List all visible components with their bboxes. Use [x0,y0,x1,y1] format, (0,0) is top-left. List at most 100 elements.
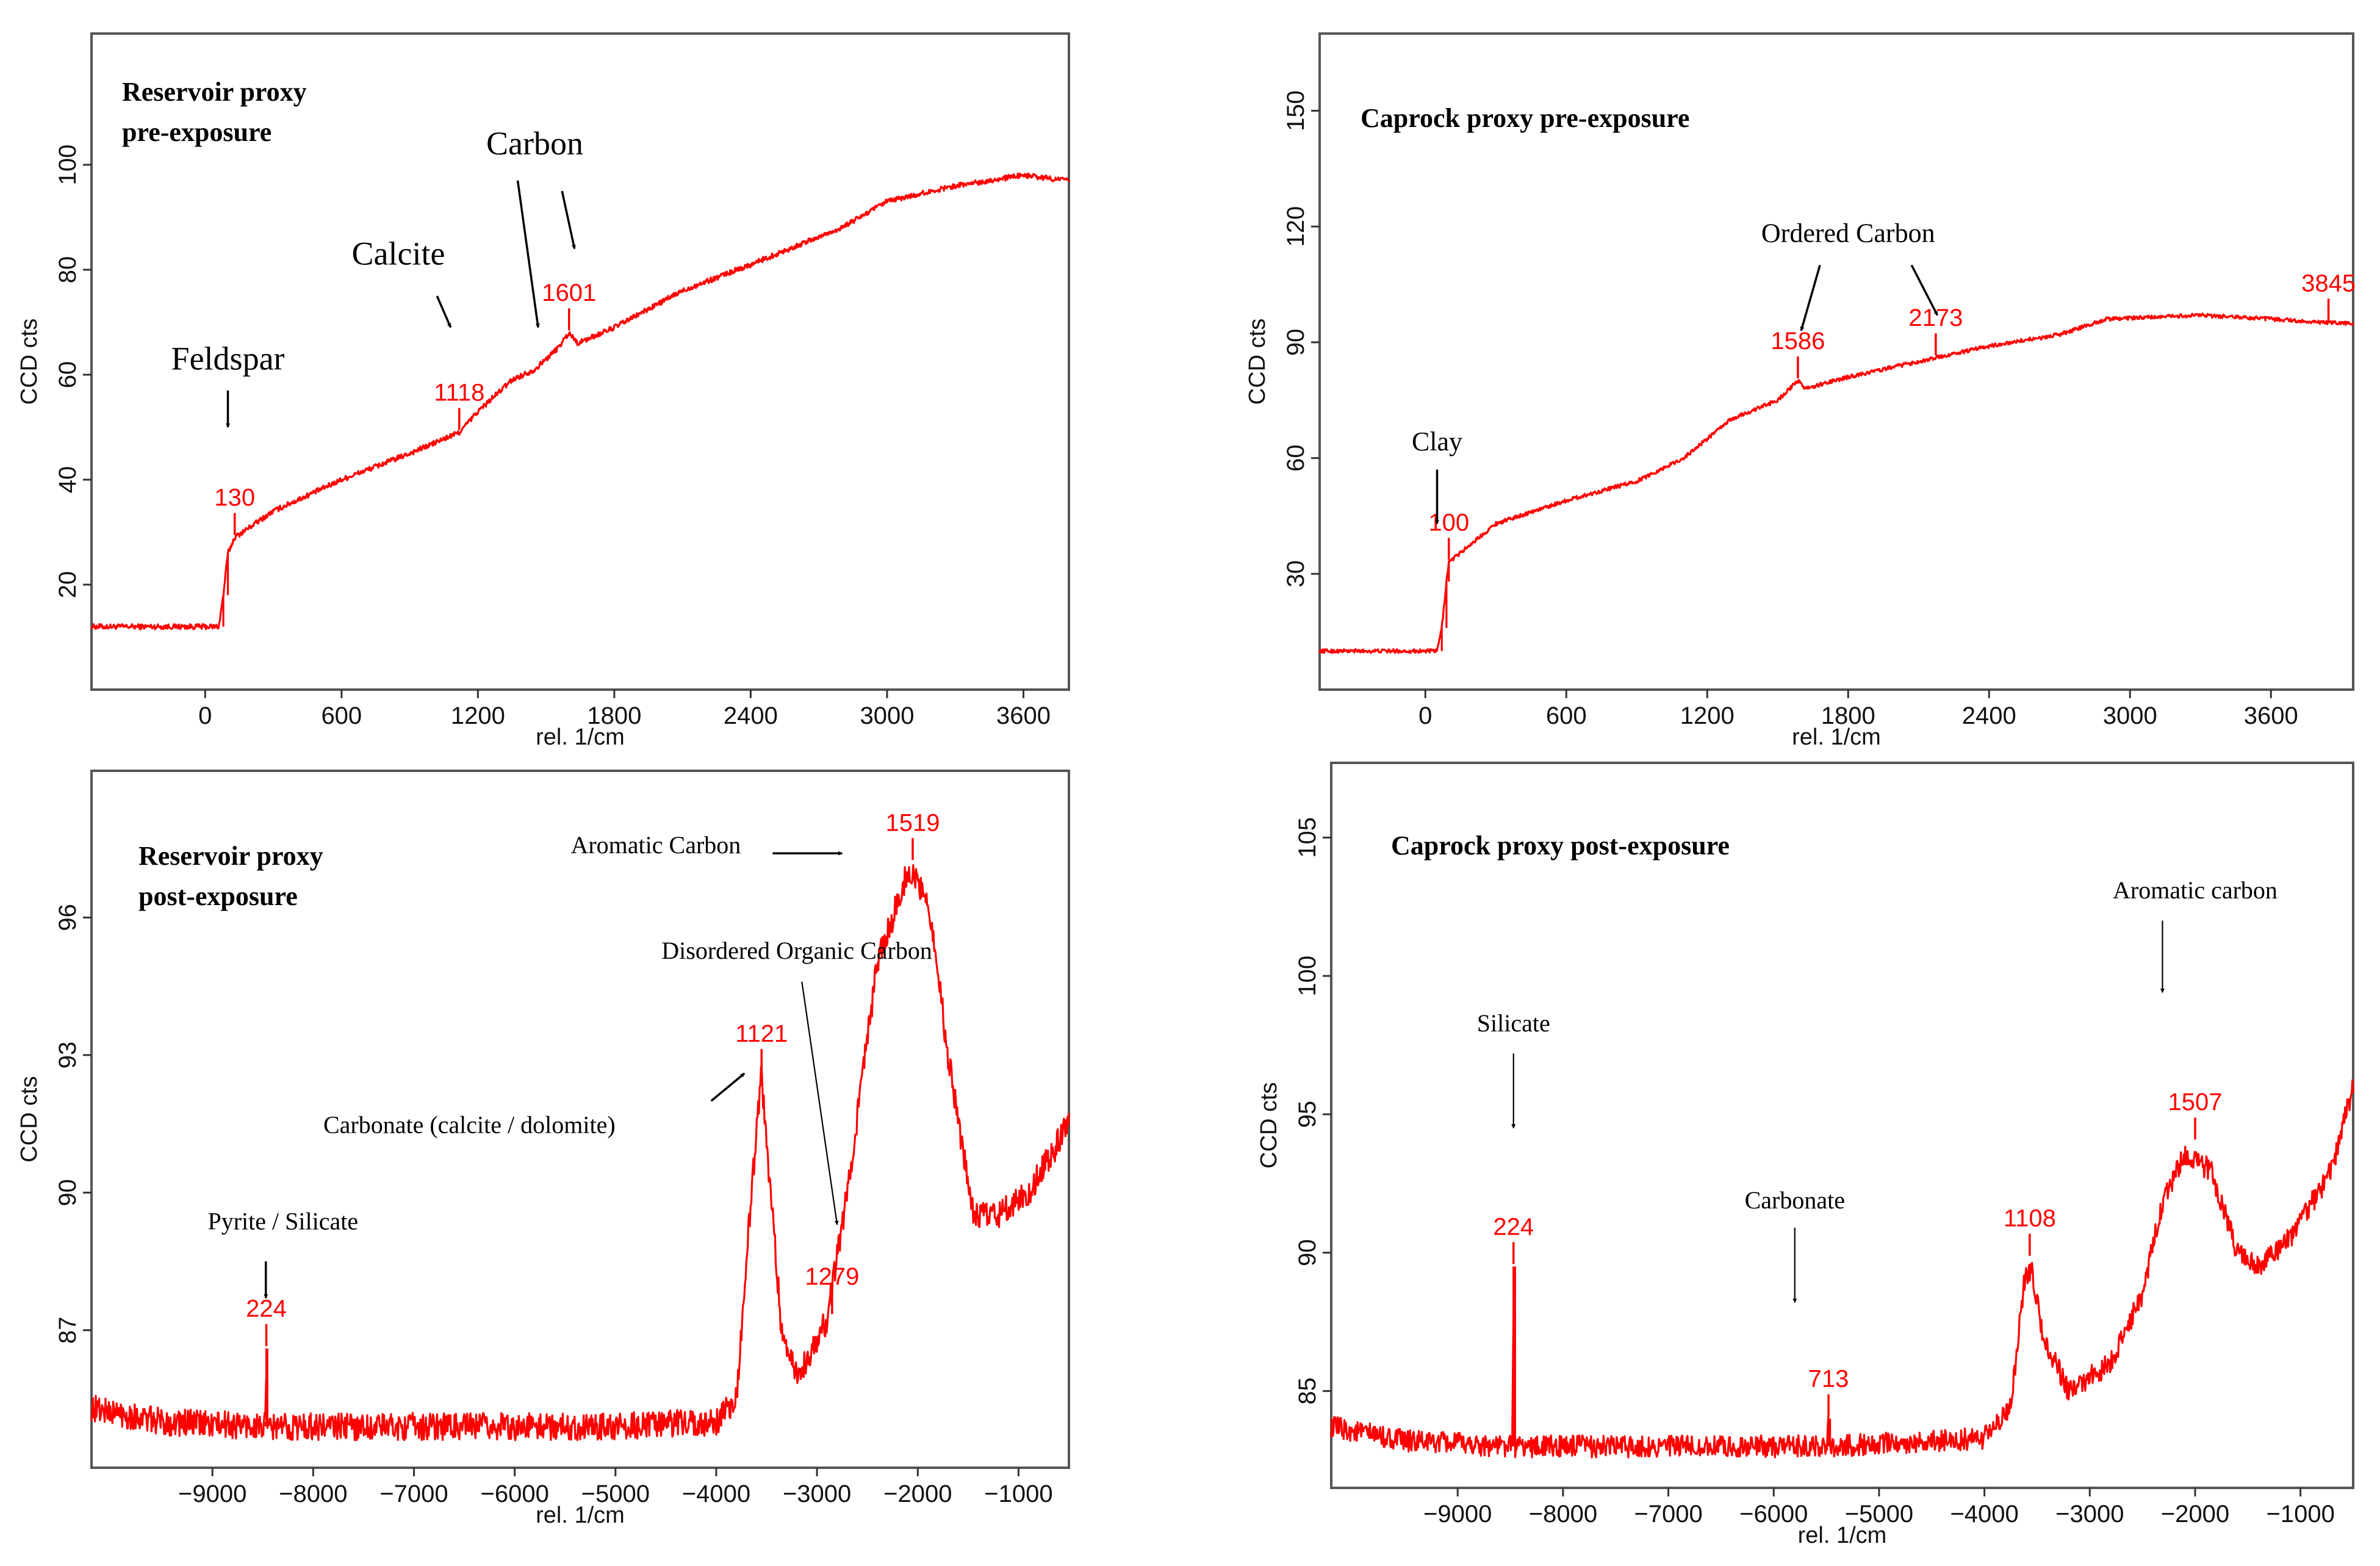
chart-title: Caprock proxy pre-exposure [1361,103,1689,133]
chart-title: Caprock proxy post-exposure [1391,831,1730,861]
x-tick-label: −6000 [1739,1501,1808,1528]
x-tick-label: −7000 [1634,1501,1702,1528]
annotation-label: Pyrite / Silicate [207,1207,358,1235]
x-tick-label: 0 [198,702,212,729]
plot-frame [90,32,1070,691]
chart-title: Reservoir proxy pre-exposure [122,77,307,147]
annotation-label: Disordered Organic Carbon [661,937,932,964]
x-tick-label: −5000 [581,1481,650,1507]
y-tick-label: 93 [54,1042,81,1069]
peak-label: 3845 [2301,270,2356,297]
peak-label: 1121 [735,1020,788,1047]
series-line [1330,1079,2354,1459]
y-tick-label: 105 [1294,817,1321,858]
annotation-label: Clay [1412,427,1462,456]
annotation-arrow [436,295,452,328]
annotation-label: Aromatic carbon [2113,876,2278,904]
annotation-label: Carbon [486,125,583,162]
series-line [1318,312,2354,654]
x-tick-label: 0 [1418,702,1432,729]
x-tick-label: 2400 [724,702,778,729]
y-tick-label: 150 [1282,90,1309,131]
x-tick-label: 3000 [2103,702,2157,729]
y-tick-label: 85 [1294,1377,1321,1405]
y-axis-label: CCD cts [1245,319,1270,405]
annotation-arrow [801,981,839,1225]
panel-reservoir-post: −9000 −8000 −7000 −6000 −5000 −4000 −3000 −2000… [16,770,1070,1528]
x-tick-label: −3000 [783,1481,851,1507]
x-tick-label: −4000 [682,1481,750,1507]
x-axis-label: rel. 1/cm [1798,1523,1887,1548]
annotation-label: Carbonate (calcite / dolomite) [323,1111,616,1139]
annotation-arrow [1910,264,1939,316]
y-tick-label: 87 [54,1316,81,1344]
annotation-label: Calcite [351,235,445,272]
peak-label: 1507 [2168,1089,2222,1116]
annotation-label: Ordered Carbon [1761,218,1935,248]
y-tick-label: 100 [1294,956,1321,997]
y-axis-label: CCD cts [1256,1082,1282,1168]
x-tick-label: −7000 [379,1481,448,1507]
peak-label: 1108 [2004,1205,2056,1232]
plot-frame [1318,32,2354,691]
x-tick-label: −1000 [2266,1501,2334,1528]
y-tick-label: 80 [54,256,81,284]
y-tick-label: 60 [1282,444,1309,472]
x-tick-label: 3000 [860,702,914,729]
y-tick-label: 95 [1294,1101,1321,1128]
x-tick-label: −3000 [2055,1501,2124,1528]
peak-label: 100 [1428,509,1469,536]
y-tick-label: 90 [54,1179,81,1207]
annotation-label: Aromatic Carbon [570,831,741,859]
x-tick-label: 1200 [1680,702,1735,729]
peak-label: 224 [246,1296,287,1322]
x-tick-label: −5000 [1845,1501,1913,1528]
chart-title: Reservoir proxy post-exposure [138,841,323,911]
annotation-label: Silicate [1477,1009,1550,1037]
y-tick-label: 40 [54,466,81,494]
annotation-arrow [710,1072,746,1102]
x-tick-label: −2000 [883,1481,952,1507]
plot-frame [1330,762,2354,1489]
x-tick-label: 3600 [996,702,1051,729]
peak-label: 1586 [1771,328,1825,355]
x-tick-label: −9000 [1423,1501,1492,1528]
x-tick-label: −2000 [2161,1501,2229,1528]
series-line [90,172,1070,630]
x-axis-label: rel. 1/cm [1792,724,1881,750]
x-tick-label: 1800 [1821,702,1875,729]
panel-caprock-pre: 0 600 1200 1800 2400 3000 3600 30 60 90 120 150 rel.… [1245,32,2356,750]
panel-caprock-post: −9000 −8000 −7000 −6000 −5000 −4000 −3000 −2000… [1256,762,2354,1548]
peak-label: 1118 [434,380,484,406]
peak-label: 713 [1808,1366,1849,1393]
annotation-label: Carbonate [1745,1186,1845,1214]
y-tick-label: 120 [1282,206,1309,247]
y-tick-label: 96 [54,904,81,931]
x-tick-label: 2400 [1962,702,2016,729]
y-tick-label: 90 [1282,329,1309,356]
peak-label: 1279 [805,1263,859,1290]
peak-label: 224 [1493,1213,1534,1240]
y-axis-label: CCD cts [16,1076,42,1162]
peak-label: 1519 [886,809,940,836]
series-line [90,864,1070,1442]
x-tick-label: −4000 [1950,1501,2018,1528]
y-tick-label: 60 [54,361,81,389]
peak-label: 1601 [542,280,596,306]
x-tick-label: 600 [1546,702,1587,729]
annotation-arrow [516,180,540,328]
annotation-arrow [1800,264,1821,331]
peak-label: 130 [214,485,255,511]
x-tick-label: 600 [321,702,362,729]
x-axis-label: rel. 1/cm [536,1503,625,1528]
x-tick-label: 1200 [451,702,505,729]
annotation-label: Feldspar [171,340,285,377]
x-tick-label: −8000 [1529,1501,1597,1528]
x-tick-label: 1800 [587,702,641,729]
x-tick-label: −6000 [480,1481,548,1507]
y-axis-label: CCD cts [16,319,42,405]
y-tick-label: 30 [1282,560,1309,588]
x-tick-label: 3600 [2244,702,2298,729]
x-axis-label: rel. 1/cm [536,724,625,750]
